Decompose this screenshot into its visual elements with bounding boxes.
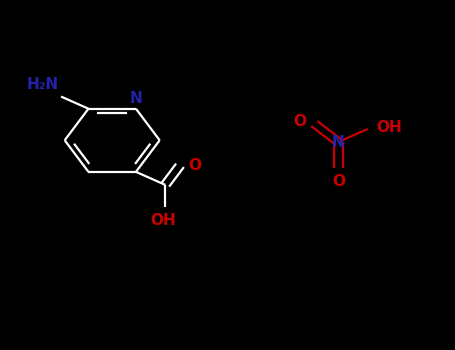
Text: N: N — [332, 134, 345, 149]
Text: N: N — [130, 91, 142, 106]
Text: O: O — [188, 158, 201, 173]
Text: OH: OH — [150, 213, 176, 228]
Text: O: O — [332, 174, 345, 189]
Text: H₂N: H₂N — [27, 77, 59, 92]
Text: OH: OH — [377, 120, 403, 135]
Text: O: O — [293, 114, 306, 130]
